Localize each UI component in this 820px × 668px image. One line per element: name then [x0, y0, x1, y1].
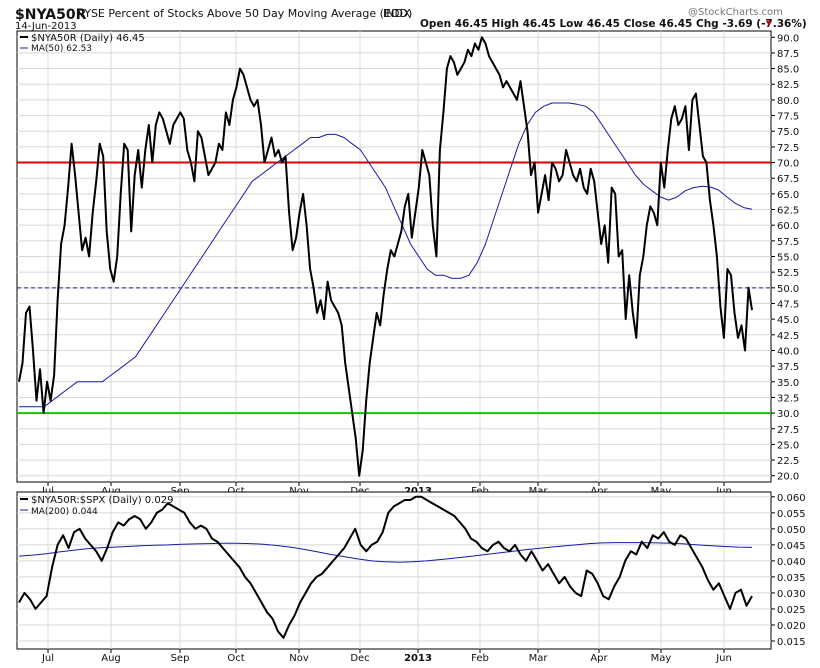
- y-tick-label: 35.0: [777, 378, 799, 389]
- ratio-y-axis: 0.060 0.055 0.050 0.045 0.040 0.035 0.030 0.025…: [771, 493, 806, 648]
- main-legend: $NYA50R (Daily) 46.45 MA(50) 62.53: [20, 33, 145, 54]
- y-tick-label: 80.0: [777, 96, 799, 107]
- y-tick-label: 40.0: [777, 346, 799, 357]
- y-tick-label: 70.0: [777, 159, 799, 170]
- ratio-line: [18, 495, 753, 639]
- y-tick-label: 20.0: [777, 472, 799, 483]
- y-tick-label: 90.0: [777, 33, 799, 44]
- y-tick-label: 22.5: [777, 456, 799, 467]
- y-tick-label: 50.0: [777, 284, 799, 295]
- x-tick-label: Jun: [715, 653, 732, 664]
- y-tick-label: 0.050: [777, 525, 806, 536]
- legend-ratio-ma-label: MA(200) 0.044: [31, 507, 98, 517]
- ratio-x-axis: Jul Aug Sep Oct Nov Dec 2013 Feb Mar Apr May Jun: [41, 649, 732, 664]
- x-tick-label: Dec: [350, 653, 369, 664]
- x-tick-label: Nov: [289, 653, 309, 664]
- x-tick-label: Jul: [41, 653, 54, 664]
- ratio-panel-frame: [16, 491, 772, 650]
- legend-price-label: $NYA50R (Daily) 46.45: [31, 33, 145, 44]
- y-tick-label: 0.045: [777, 541, 806, 552]
- legend-ratio-label: $NYA50R:$SPX (Daily) 0.029: [31, 495, 173, 506]
- y-tick-label: 0.025: [777, 605, 806, 616]
- x-tick-label: Oct: [227, 653, 244, 664]
- date-label: 14-Jun-2013: [15, 21, 77, 32]
- y-tick-label: 52.5: [777, 268, 799, 279]
- x-tick-label: 2013: [404, 653, 432, 664]
- x-tick-label: Aug: [101, 653, 121, 664]
- y-tick-label: 77.5: [777, 112, 799, 123]
- legend-ma-label: MA(50) 62.53: [31, 44, 92, 54]
- ohlc-label: Open 46.45 High 46.45 Low 46.45 Close 46…: [420, 18, 807, 30]
- nya50r-price-line: [18, 36, 753, 477]
- main-y-axis: 90.0 87.5 85.0 82.5 80.0 77.5 75.0 72.5 70.0 67.5…: [771, 33, 799, 483]
- y-tick-label: 60.0: [777, 221, 799, 232]
- ratio-grid: [17, 492, 771, 649]
- x-tick-label: Apr: [590, 653, 608, 664]
- symbol-label: $NYA50R: [15, 7, 87, 23]
- y-tick-label: 27.5: [777, 425, 799, 436]
- x-tick-label: Feb: [471, 653, 489, 664]
- y-tick-label: 62.5: [777, 206, 799, 217]
- exchange-label: INDX: [383, 7, 411, 20]
- main-series: [18, 36, 753, 477]
- watermark: @StockCharts.com: [688, 7, 783, 18]
- y-tick-label: 0.020: [777, 621, 806, 632]
- y-tick-label: 45.0: [777, 315, 799, 326]
- x-tick-label: May: [651, 653, 672, 664]
- y-tick-label: 0.040: [777, 557, 806, 568]
- x-tick-label: Sep: [171, 653, 190, 664]
- ratio-series: [18, 495, 753, 639]
- y-tick-label: 72.5: [777, 143, 799, 154]
- y-tick-label: 85.0: [777, 65, 799, 76]
- y-tick-label: 0.030: [777, 589, 806, 600]
- y-tick-label: 47.5: [777, 299, 799, 310]
- y-tick-label: 25.0: [777, 440, 799, 451]
- down-arrow-icon: [766, 21, 772, 26]
- description-label: NYSE Percent of Stocks Above 50 Day Movi…: [76, 7, 412, 20]
- y-tick-label: 75.0: [777, 127, 799, 138]
- main-grid: [17, 31, 771, 482]
- y-tick-label: 87.5: [777, 49, 799, 60]
- ma200-ratio-line: [18, 542, 753, 563]
- ma50-line: [19, 102, 753, 408]
- x-tick-label: Mar: [529, 653, 549, 664]
- y-tick-label: 82.5: [777, 80, 799, 91]
- ratio-legend: $NYA50R:$SPX (Daily) 0.029 MA(200) 0.044: [20, 495, 173, 517]
- y-tick-label: 57.5: [777, 237, 799, 248]
- reference-lines: [17, 161, 771, 415]
- y-tick-label: 32.5: [777, 393, 799, 404]
- y-tick-label: 42.5: [777, 331, 799, 342]
- y-tick-label: 67.5: [777, 174, 799, 185]
- y-tick-label: 65.0: [777, 190, 799, 201]
- y-tick-label: 0.055: [777, 509, 806, 520]
- y-tick-label: 55.0: [777, 253, 799, 264]
- y-tick-label: 30.0: [777, 409, 799, 420]
- y-tick-label: 37.5: [777, 362, 799, 373]
- y-tick-label: 0.015: [777, 637, 806, 648]
- y-tick-label: 0.035: [777, 573, 806, 584]
- y-tick-label: 0.060: [777, 493, 806, 504]
